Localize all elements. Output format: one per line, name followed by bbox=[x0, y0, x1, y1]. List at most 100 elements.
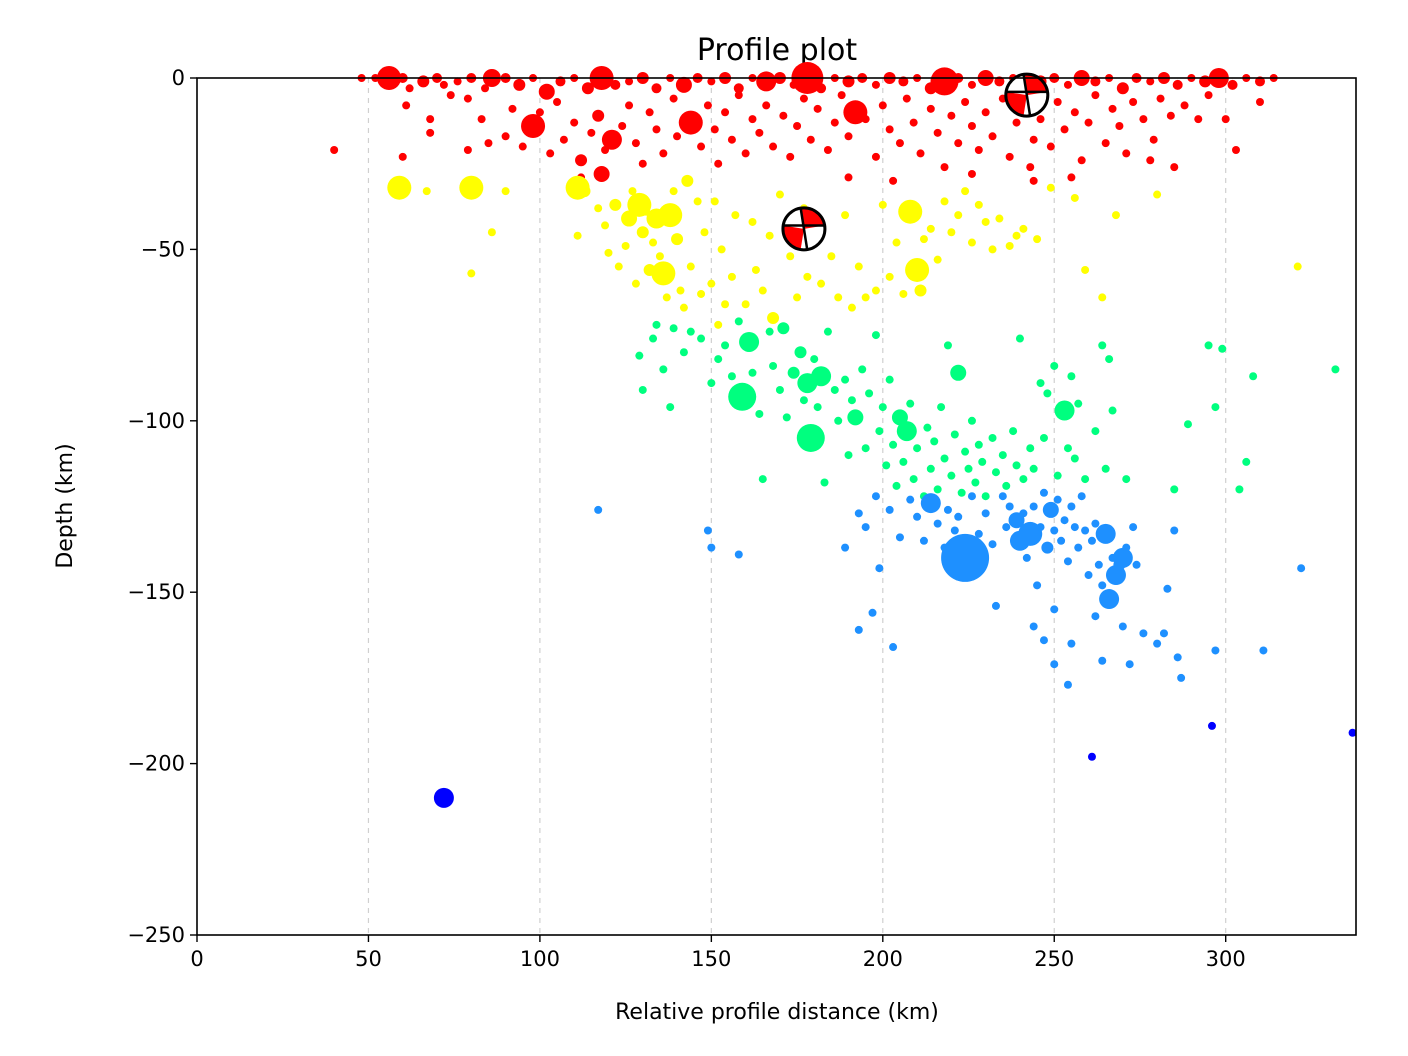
series-group bbox=[433, 721, 1356, 808]
earthquake-point bbox=[967, 121, 976, 130]
earthquake-point bbox=[707, 279, 716, 288]
earthquake-point bbox=[786, 152, 795, 161]
earthquake-point bbox=[765, 327, 774, 336]
earthquake-point bbox=[1029, 135, 1038, 144]
earthquake-point bbox=[914, 284, 927, 297]
earthquake-point bbox=[885, 272, 894, 281]
earthquake-point bbox=[578, 185, 591, 198]
earthquake-point bbox=[967, 169, 976, 178]
earthquake-point bbox=[1036, 523, 1045, 532]
earthquake-point bbox=[1067, 372, 1076, 381]
earthquake-point bbox=[727, 272, 736, 281]
earthquake-point bbox=[1235, 485, 1244, 494]
earthquake-point bbox=[1204, 341, 1213, 350]
earthquake-point bbox=[652, 320, 661, 329]
y-tick-label: −100 bbox=[127, 409, 185, 433]
earthquake-point bbox=[871, 286, 880, 295]
earthquake-point bbox=[995, 214, 1004, 223]
earthquake-point bbox=[1091, 91, 1100, 100]
earthquake-point bbox=[463, 145, 472, 154]
earthquake-point bbox=[621, 241, 630, 250]
earthquake-point bbox=[1293, 262, 1302, 271]
earthquake-point bbox=[1067, 173, 1076, 182]
earthquake-point bbox=[649, 238, 658, 247]
earthquake-point bbox=[1132, 560, 1141, 569]
earthquake-point bbox=[765, 231, 774, 240]
focal-mechanism-beachball bbox=[1004, 72, 1050, 118]
earthquake-point bbox=[453, 77, 462, 86]
earthquake-point bbox=[854, 509, 863, 518]
earthquake-point bbox=[594, 505, 603, 514]
y-tick-label: 0 bbox=[172, 66, 185, 90]
earthquake-point bbox=[954, 139, 963, 148]
earthquake-point bbox=[721, 300, 730, 309]
earthquake-point bbox=[793, 121, 802, 130]
earthquake-point bbox=[1242, 457, 1251, 466]
series-group bbox=[387, 174, 1302, 329]
earthquake-point bbox=[964, 464, 973, 473]
earthquake-point bbox=[891, 409, 908, 426]
earthquake-point bbox=[631, 279, 640, 288]
earthquake-point bbox=[1227, 79, 1238, 90]
earthquake-point bbox=[913, 512, 922, 521]
earthquake-point bbox=[841, 211, 850, 220]
earthquake-point bbox=[693, 197, 702, 206]
earthquake-point bbox=[902, 94, 911, 103]
earthquake-point bbox=[1129, 97, 1138, 106]
earthquake-point bbox=[1070, 523, 1079, 532]
earthquake-point bbox=[1026, 163, 1035, 172]
earthquake-point bbox=[926, 224, 935, 233]
earthquake-point bbox=[1026, 444, 1035, 453]
earthquake-point bbox=[769, 142, 778, 151]
earthquake-point bbox=[950, 430, 959, 439]
earthquake-point bbox=[1039, 433, 1048, 442]
earthquake-point bbox=[930, 67, 959, 96]
earthquake-point bbox=[1074, 399, 1083, 408]
earthquake-point bbox=[1108, 406, 1117, 415]
earthquake-point bbox=[847, 409, 864, 426]
earthquake-point bbox=[787, 366, 800, 379]
earthquake-point bbox=[1098, 341, 1107, 350]
earthquake-point bbox=[947, 228, 956, 237]
earthquake-point bbox=[961, 97, 970, 106]
earthquake-point bbox=[610, 79, 621, 90]
earthquake-point bbox=[920, 493, 941, 514]
earthquake-point bbox=[1101, 464, 1110, 473]
earthquake-point bbox=[555, 76, 566, 87]
earthquake-point bbox=[988, 132, 997, 141]
earthquake-point bbox=[954, 512, 963, 521]
earthquake-point bbox=[1074, 543, 1083, 552]
earthquake-point bbox=[865, 389, 874, 398]
earthquake-point bbox=[813, 403, 822, 412]
earthquake-point bbox=[1053, 97, 1062, 106]
earthquake-point bbox=[799, 94, 808, 103]
x-grid-lines bbox=[367, 78, 1227, 935]
earthquake-point bbox=[933, 519, 942, 528]
earthquake-point bbox=[854, 625, 863, 634]
earthquake-point bbox=[1070, 108, 1079, 117]
earthquake-point bbox=[1054, 400, 1075, 421]
plot-area bbox=[330, 62, 1356, 808]
y-axis-label: Depth (km) bbox=[53, 443, 78, 568]
earthquake-point bbox=[943, 341, 952, 350]
earthquake-point bbox=[786, 252, 795, 261]
earthquake-point bbox=[896, 421, 917, 442]
earthquake-point bbox=[1050, 660, 1059, 669]
earthquake-point bbox=[573, 231, 582, 240]
earthquake-point bbox=[998, 492, 1007, 501]
earthquake-point bbox=[538, 83, 555, 100]
y-axis: 0 −50 −100 −150 −200 −250 bbox=[127, 66, 197, 947]
earthquake-point bbox=[678, 110, 703, 135]
earthquake-point bbox=[700, 228, 709, 237]
earthquake-point bbox=[810, 355, 819, 364]
earthquake-point bbox=[426, 128, 435, 137]
earthquake-point bbox=[1060, 125, 1069, 134]
earthquake-point bbox=[1002, 523, 1011, 532]
earthquake-point bbox=[844, 451, 853, 460]
earthquake-point bbox=[817, 279, 826, 288]
earthquake-point bbox=[940, 454, 949, 463]
earthquake-point bbox=[813, 104, 822, 113]
earthquake-point bbox=[651, 83, 662, 94]
